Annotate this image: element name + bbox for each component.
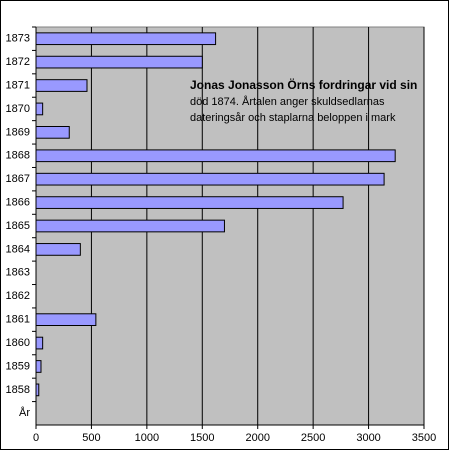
bar [35,32,217,46]
y-tick-label: 1864 [6,243,30,255]
y-tick-label: 1869 [6,126,30,138]
y-tick-label: 1865 [6,220,30,232]
y-tick-label: 1867 [6,173,30,185]
y-tick-label: 1862 [6,290,30,302]
bar [35,55,203,69]
y-tick-label: 1873 [6,33,30,45]
x-tick-label: 3000 [356,432,380,444]
bar [35,126,70,139]
bar [35,149,396,163]
y-tick-label: 1861 [6,314,30,326]
y-tick-label: 1860 [6,337,30,349]
annotation: Jonas Jonasson Örns fordringar vid sin [190,77,417,92]
bar [35,79,88,92]
x-tick-label: 0 [33,432,39,444]
x-tick-label: 2500 [301,432,325,444]
x-tick-label: 1000 [135,432,159,444]
bar [35,336,44,350]
bar [35,102,44,116]
y-tick-label: 1859 [6,360,30,372]
bar [35,383,40,397]
x-tick-label: 500 [82,432,100,444]
y-tick-label: 1870 [6,103,30,115]
y-tick-label: 1858 [6,384,30,396]
y-tick-label: 1863 [6,267,30,279]
y-tick-label: 1868 [6,150,30,162]
bar [35,219,225,233]
x-tick-label: 3500 [412,432,436,444]
annotation: dateringsår och staplarna beloppen i mar… [190,112,396,124]
bar [35,172,385,186]
bar [35,313,97,327]
bar [35,360,42,373]
y-tick-label: År [19,406,30,419]
annotation: död 1874. Årtalen anger skuldsedlarnas [190,95,385,108]
bar [35,243,81,256]
bar [35,196,344,209]
y-tick-label: 1872 [6,56,30,68]
y-tick-label: 1866 [6,196,30,208]
y-tick-label: 1871 [6,79,30,91]
x-tick-label: 2000 [245,432,269,444]
x-tick-label: 1500 [190,432,214,444]
